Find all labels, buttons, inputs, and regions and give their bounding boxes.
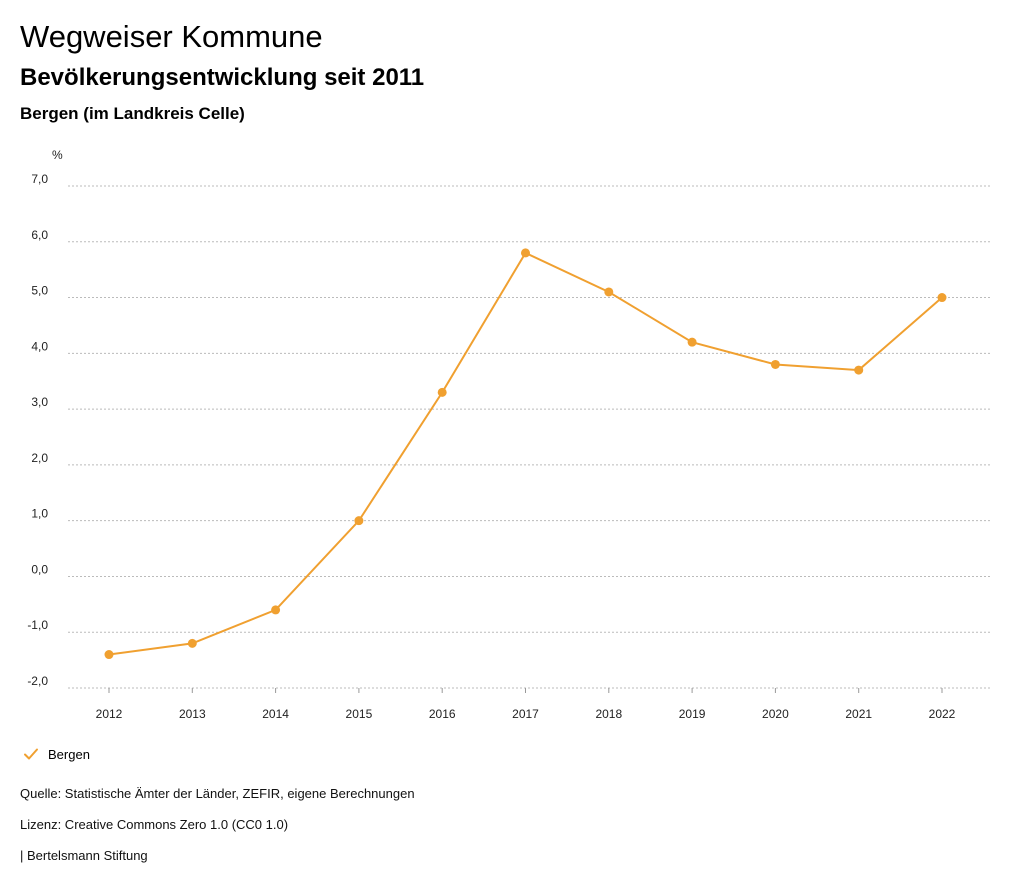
x-tick-label: 2013 <box>179 707 206 721</box>
y-axis-unit-label: % <box>52 148 63 162</box>
data-points <box>104 248 947 660</box>
x-tick-label: 2020 <box>762 707 789 721</box>
data-point[interactable] <box>104 650 114 660</box>
x-tick-label: 2012 <box>96 707 123 721</box>
x-tick-label: 2016 <box>429 707 456 721</box>
x-tick-label: 2018 <box>595 707 622 721</box>
x-tick-label: 2019 <box>679 707 706 721</box>
data-point[interactable] <box>521 248 530 258</box>
y-axis-ticks: -2,0 -1,0 0,0 1,0 2,0 3,0 4,0 5,0 6,0 7,0 <box>27 172 48 688</box>
x-axis-ticks: 2012 2013 2014 2015 2016 2017 2018 2019 2020 2021… <box>96 688 956 721</box>
x-tick-label: 2015 <box>346 707 373 721</box>
organization-note: | Bertelsmann Stiftung <box>20 848 148 863</box>
y-tick-label: 3,0 <box>31 395 48 409</box>
page-title: Wegweiser Kommune <box>20 19 323 54</box>
source-note: Quelle: Statistische Ämter der Länder, Z… <box>20 786 415 801</box>
legend-item-bergen: Bergen <box>48 746 90 762</box>
legend: Bergen <box>22 745 90 763</box>
x-tick-label: 2017 <box>512 707 539 721</box>
data-point[interactable] <box>271 605 281 615</box>
region-label: Bergen (im Landkreis Celle) <box>20 104 245 123</box>
data-point[interactable] <box>354 516 364 526</box>
x-tick-label: 2022 <box>929 707 956 721</box>
y-tick-label: 4,0 <box>31 339 48 353</box>
x-tick-label: 2021 <box>845 707 872 721</box>
data-point[interactable] <box>687 337 697 347</box>
check-icon <box>24 748 38 760</box>
data-point[interactable] <box>770 359 780 369</box>
data-point[interactable] <box>604 287 614 297</box>
license-note: Lizenz: Creative Commons Zero 1.0 (CC0 1… <box>20 817 289 832</box>
data-point[interactable] <box>437 387 447 397</box>
y-tick-label: 2,0 <box>31 451 48 465</box>
data-point[interactable] <box>937 293 947 303</box>
y-tick-label: 6,0 <box>31 228 48 242</box>
chart-subtitle: Bevölkerungsentwicklung seit 2011 <box>20 64 425 91</box>
y-tick-label: -1,0 <box>27 618 48 632</box>
y-tick-label: 7,0 <box>31 172 48 186</box>
y-tick-label: 5,0 <box>31 284 48 298</box>
data-point[interactable] <box>187 638 197 648</box>
data-point[interactable] <box>854 365 864 375</box>
y-tick-label: 0,0 <box>31 562 48 576</box>
y-tick-label: 1,0 <box>31 507 48 521</box>
grid-lines <box>68 185 990 689</box>
y-tick-label: -2,0 <box>27 674 48 688</box>
series-line-bergen <box>108 251 943 656</box>
x-tick-label: 2014 <box>262 707 289 721</box>
